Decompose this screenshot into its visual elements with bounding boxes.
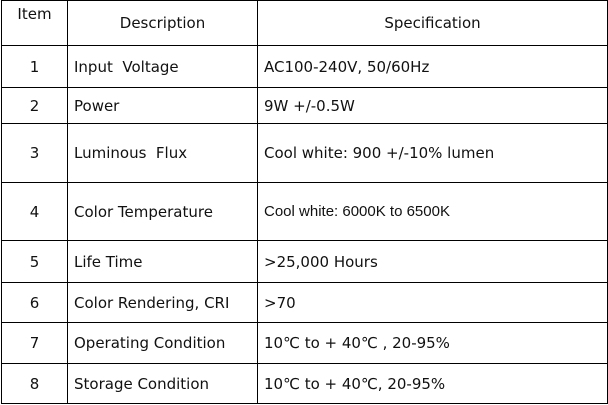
table-cell: 10℃ to + 40℃, 20-95% [257,363,608,404]
table-cell: 4 [1,182,68,241]
table-cell: >25,000 Hours [257,240,608,283]
table-cell: 2 [1,87,68,124]
table-body: 1 Input Voltage AC100-240V, 50/60Hz 2 Power 9… [1,45,608,404]
header-cell: Specification [257,0,608,46]
table-cell: Input Voltage [67,45,258,88]
table-cell: 7 [1,322,68,364]
table-cell: Life Time [67,240,258,283]
table-cell: 10℃ to + 40℃ , 20-95% [257,322,608,364]
table-row: 1 Input Voltage AC100-240V, 50/60Hz [1,45,608,88]
table-row: 6 Color Rendering, CRI >70 [1,282,608,323]
table-cell: Luminous Flux [67,123,258,183]
table-cell: AC100-240V, 50/60Hz [257,45,608,88]
table-cell: 9W +/-0.5W [257,87,608,124]
table-row: 2 Power 9W +/-0.5W [1,87,608,124]
table-cell: Operating Condition [67,322,258,364]
table-row: 5 Life Time >25,000 Hours [1,240,608,283]
table-cell: Cool white: 6000K to 6500K [257,182,608,241]
table-cell: 5 [1,240,68,283]
table-cell: 3 [1,123,68,183]
table-cell: Color Rendering, CRI [67,282,258,323]
table-cell: Storage Condition [67,363,258,404]
table-cell: Color Temperature [67,182,258,241]
table-row: 8 Storage Condition 10℃ to + 40℃, 20-95% [1,363,608,404]
table-row: 4 Color Temperature Cool white: 6000K to 6… [1,182,608,241]
header-cell: Description [67,0,258,46]
table-cell: 8 [1,363,68,404]
table-cell: >70 [257,282,608,323]
table-cell: 1 [1,45,68,88]
table-cell: Cool white: 900 +/-10% lumen [257,123,608,183]
table-cell: 6 [1,282,68,323]
table-row: 3 Luminous Flux Cool white: 900 +/-10% lum… [1,123,608,183]
header-cell: Item [1,0,68,46]
table-row: 7 Operating Condition 10℃ to + 40℃ , 20-95… [1,322,608,364]
header-row: Item Description Specification [1,0,608,46]
table-cell: Power [67,87,258,124]
